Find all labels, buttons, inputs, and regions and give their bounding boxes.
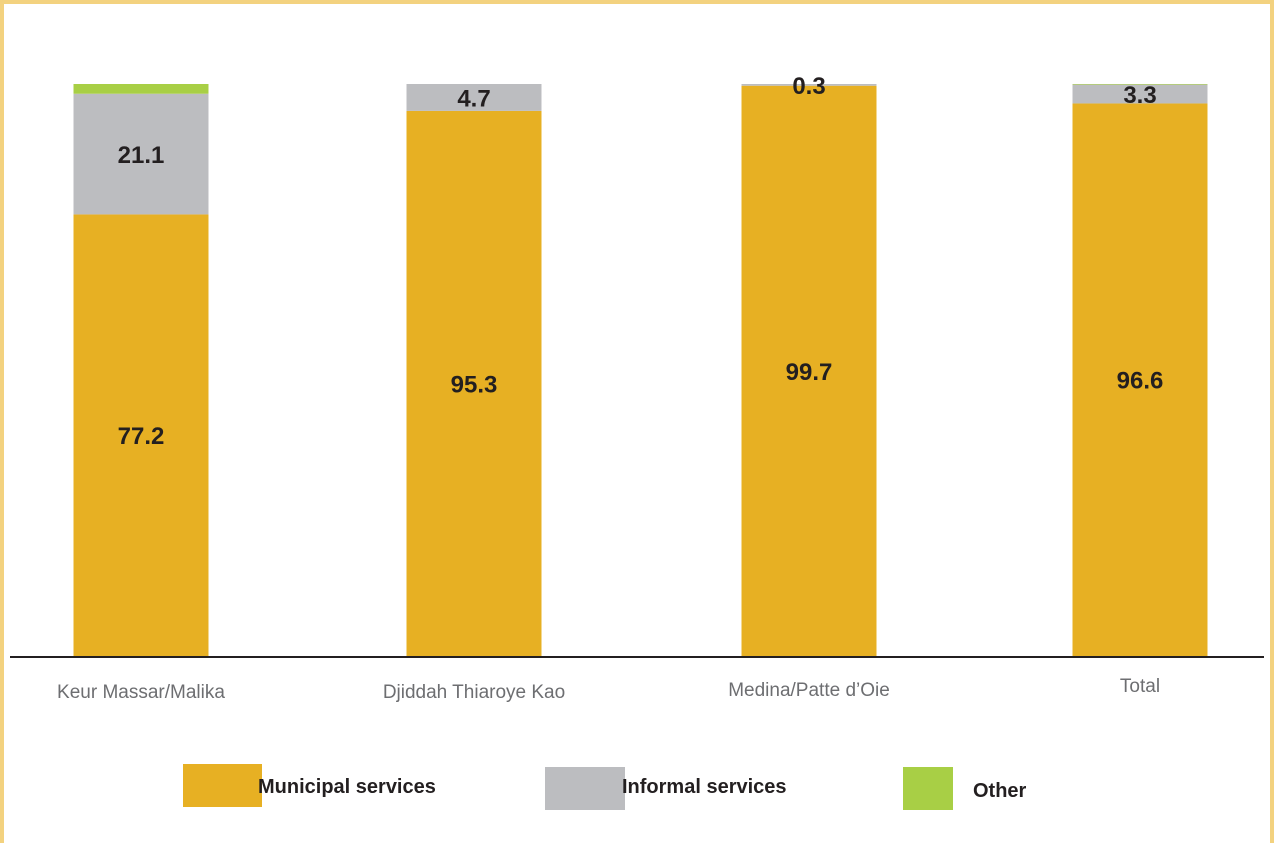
category-label-djiddah-thiaroye-kao: Djiddah Thiaroye Kao [383, 682, 565, 703]
bar-segment-informal-services-djiddah-thiaroye-kao [406, 84, 542, 111]
bar-segment-municipal-services-keur-massar-malika [73, 214, 209, 656]
bar-segment-municipal-services-total [1072, 103, 1208, 656]
bar-segment-municipal-services-medina-patte-d-oie [741, 85, 877, 656]
data-label-municipal-services-total: 96.6 [1117, 368, 1164, 395]
data-label-municipal-services-keur-massar-malika: 77.2 [118, 423, 165, 450]
category-label-keur-massar-malika: Keur Massar/Malika [57, 682, 225, 703]
bar-segment-informal-services-keur-massar-malika [73, 93, 209, 215]
bar-segment-other-total [1072, 84, 1208, 85]
legend-label-municipal-services: Municipal services [258, 776, 436, 798]
legend-swatch-other [903, 767, 953, 810]
bars-layer: 77.2 21.1 95.3 4.7 99.7 0.3 96.6 3.3 [73, 73, 1208, 656]
data-label-municipal-services-medina-patte-d-oie: 99.7 [786, 359, 833, 386]
category-labels: Keur Massar/Malika Djiddah Thiaroye Kao Me… [57, 676, 1160, 703]
legend-swatch-informal-services [545, 767, 625, 810]
legend-label-informal-services: Informal services [622, 776, 787, 798]
legend-label-other: Other [973, 780, 1027, 802]
bar-segment-other-keur-massar-malika [73, 84, 209, 94]
data-label-informal-services-medina-patte-d-oie: 0.3 [792, 73, 825, 100]
legend-swatch-municipal-services [183, 764, 262, 807]
bar-segment-municipal-services-djiddah-thiaroye-kao [406, 110, 542, 656]
category-label-medina-patte-d-oie: Medina/Patte d’Oie [728, 680, 890, 701]
bar-segment-informal-services-medina-patte-d-oie [741, 84, 877, 86]
category-label-total: Total [1120, 676, 1160, 697]
legend: Municipal services Informal services Other [183, 764, 1027, 810]
data-label-municipal-services-djiddah-thiaroye-kao: 95.3 [451, 371, 498, 398]
data-label-informal-services-keur-massar-malika: 21.1 [118, 142, 165, 169]
data-label-informal-services-total: 3.3 [1123, 82, 1156, 109]
data-label-informal-services-djiddah-thiaroye-kao: 4.7 [457, 85, 490, 112]
bar-segment-informal-services-total [1072, 84, 1208, 104]
